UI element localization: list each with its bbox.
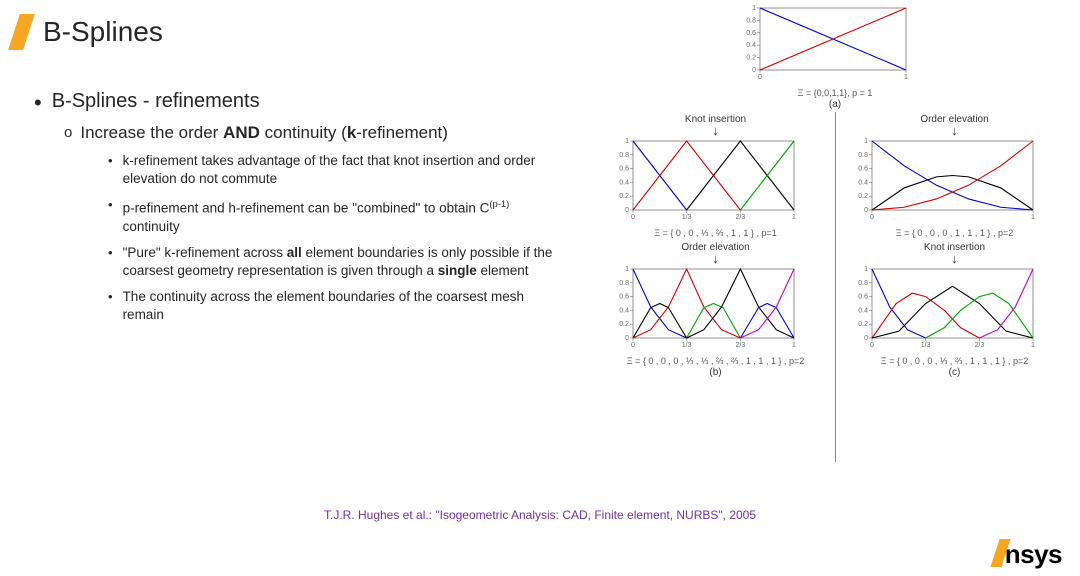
- svg-text:0: 0: [631, 342, 635, 349]
- svg-text:0: 0: [631, 214, 635, 221]
- svg-text:0.4: 0.4: [619, 307, 629, 314]
- lvl1-text: B-Splines - refinements: [52, 90, 260, 113]
- svg-text:0.2: 0.2: [858, 193, 868, 200]
- chart-b-mid-eq: Ξ = { 0 , 0 , ⅓ , ⅔ , 1 , 1 } , p=1: [613, 228, 818, 238]
- chart-c-bot-eq: Ξ = { 0 , 0 , 0 , ⅓ , ⅔ , 1 , 1 , 1 } , …: [852, 356, 1057, 366]
- figure-panel: 0 0.2 0.4 0.6 0.8 1 0 1 Ξ = {0,0,1,1}, p = 1 (a…: [595, 4, 1075, 378]
- chart-b-mid: 0 0.2 0.4 0.6 0.8 1 0 1/3 2/3 1: [613, 137, 798, 227]
- divider: [835, 112, 836, 462]
- circle-bullet-icon: o: [64, 124, 72, 141]
- bullet-icon: •: [34, 90, 42, 116]
- svg-text:0.2: 0.2: [746, 55, 756, 62]
- chart-b-label: (b): [613, 367, 818, 378]
- svg-text:1/3: 1/3: [682, 342, 692, 349]
- chart-a-eq: Ξ = {0,0,1,1}, p = 1: [740, 88, 930, 98]
- chart-a-label: (a): [740, 99, 930, 110]
- svg-text:1: 1: [625, 138, 629, 145]
- chart-b-bot: 0 0.2 0.4 0.6 0.8 1 0 1/3 2/3 1: [613, 265, 798, 355]
- svg-text:0.2: 0.2: [619, 321, 629, 328]
- svg-text:1: 1: [1031, 342, 1035, 349]
- svg-text:0: 0: [625, 207, 629, 214]
- svg-text:0.8: 0.8: [619, 152, 629, 159]
- lvl3-text: p-refinement and h-refinement can be "co…: [123, 196, 560, 236]
- svg-text:1: 1: [864, 138, 868, 145]
- svg-text:0.6: 0.6: [858, 166, 868, 173]
- arrow-icon: ↓: [613, 125, 818, 137]
- citation: T.J.R. Hughes et al.: "Isogeometric Anal…: [0, 508, 1080, 522]
- svg-text:0.4: 0.4: [619, 179, 629, 186]
- svg-text:0.8: 0.8: [619, 280, 629, 287]
- chart-b-bot-eq: Ξ = { 0 , 0 , 0 , ⅓ , ⅓ , ⅔ , ⅔ , 1 , 1 …: [613, 356, 818, 366]
- svg-text:1/3: 1/3: [682, 214, 692, 221]
- mini-bullet-icon: •: [108, 245, 113, 260]
- svg-text:0.8: 0.8: [858, 280, 868, 287]
- chart-c-mid-eq: Ξ = { 0 , 0 , 0 , 1 , 1 , 1 } , p=2: [852, 228, 1057, 238]
- chart-c-label: (c): [852, 367, 1057, 378]
- svg-text:0: 0: [870, 214, 874, 221]
- svg-text:0.4: 0.4: [858, 307, 868, 314]
- svg-text:0: 0: [758, 74, 762, 81]
- svg-text:0: 0: [752, 67, 756, 74]
- svg-text:0.6: 0.6: [619, 294, 629, 301]
- svg-text:1: 1: [792, 342, 796, 349]
- arrow-icon: ↓: [852, 253, 1057, 265]
- svg-text:0.2: 0.2: [619, 193, 629, 200]
- svg-text:0.8: 0.8: [746, 17, 756, 24]
- svg-text:2/3: 2/3: [975, 342, 985, 349]
- ansys-logo: nsys: [995, 539, 1062, 570]
- lvl3-text: The continuity across the element bounda…: [123, 288, 560, 324]
- svg-text:1: 1: [792, 214, 796, 221]
- arrow-icon: ↓: [613, 253, 818, 265]
- bullet-content: • B-Splines - refinements o Increase the…: [30, 90, 560, 324]
- chart-c-mid: 0 0.2 0.4 0.6 0.8 1 0 1: [852, 137, 1037, 227]
- svg-text:0.6: 0.6: [746, 30, 756, 37]
- svg-text:1: 1: [752, 5, 756, 12]
- svg-text:1/3: 1/3: [921, 342, 931, 349]
- slide-title: B-Splines: [43, 16, 163, 48]
- svg-text:0: 0: [625, 335, 629, 342]
- svg-text:0.4: 0.4: [746, 42, 756, 49]
- svg-text:0.2: 0.2: [858, 321, 868, 328]
- svg-text:2/3: 2/3: [736, 214, 746, 221]
- svg-text:0.6: 0.6: [858, 294, 868, 301]
- svg-text:0.8: 0.8: [858, 152, 868, 159]
- svg-text:1: 1: [864, 266, 868, 273]
- arrow-icon: ↓: [852, 125, 1057, 137]
- svg-text:1: 1: [904, 74, 908, 81]
- lvl2-text: Increase the order AND continuity (k-ref…: [80, 122, 448, 144]
- svg-text:0: 0: [864, 335, 868, 342]
- accent-slash-icon: [8, 14, 35, 50]
- title-header: B-Splines: [14, 14, 163, 50]
- mini-bullet-icon: •: [108, 197, 113, 212]
- mini-bullet-icon: •: [108, 153, 113, 168]
- svg-text:0.4: 0.4: [858, 179, 868, 186]
- svg-text:0: 0: [870, 342, 874, 349]
- svg-text:0.6: 0.6: [619, 166, 629, 173]
- svg-text:1: 1: [625, 266, 629, 273]
- chart-a: 0 0.2 0.4 0.6 0.8 1 0 1: [740, 4, 910, 87]
- svg-text:1: 1: [1031, 214, 1035, 221]
- svg-text:0: 0: [864, 207, 868, 214]
- mini-bullet-icon: •: [108, 289, 113, 304]
- lvl3-text: "Pure" k-refinement across all element b…: [123, 244, 560, 280]
- chart-c-bot: 0 0.2 0.4 0.6 0.8 1 0 1/3 2/3 1: [852, 265, 1037, 355]
- svg-text:2/3: 2/3: [736, 342, 746, 349]
- lvl3-text: k-refinement takes advantage of the fact…: [123, 152, 560, 188]
